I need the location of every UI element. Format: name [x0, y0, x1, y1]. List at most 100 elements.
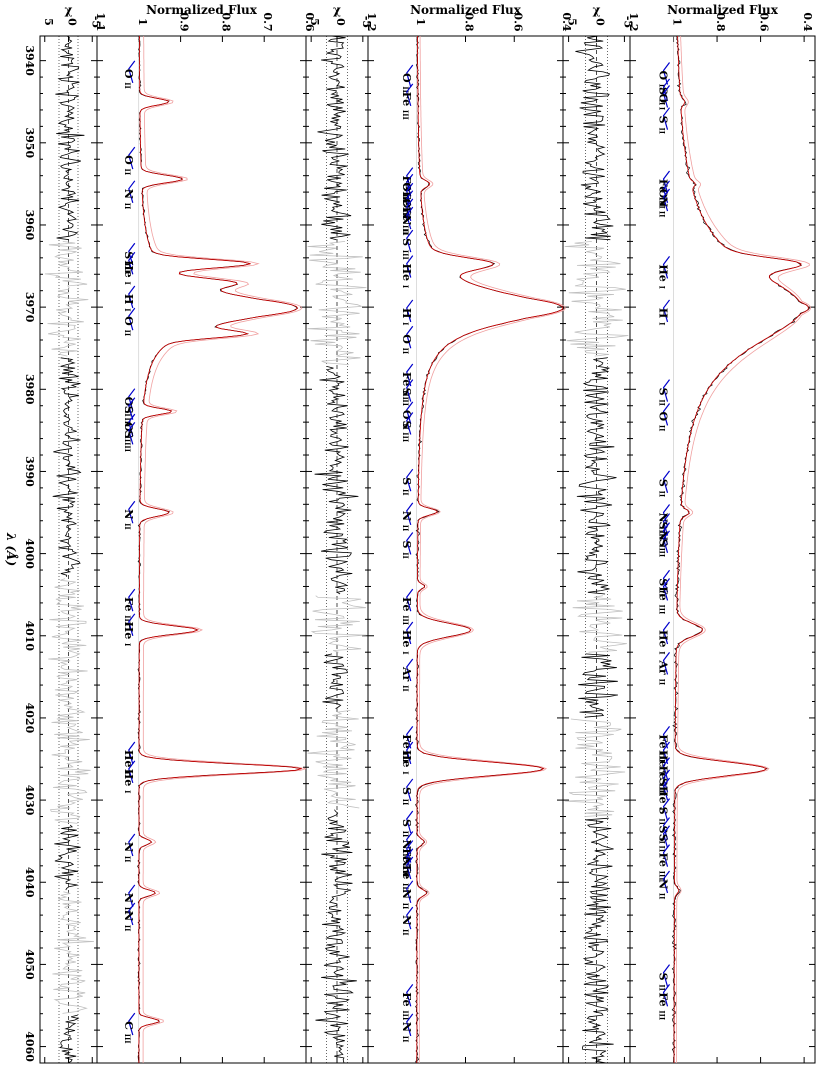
model-alt-series	[676, 35, 812, 1063]
value-tick-label: 1.1	[94, 12, 107, 31]
line-id-bracket	[662, 107, 671, 130]
value-tick-label: 1	[671, 18, 684, 26]
line-id-bracket	[406, 401, 414, 424]
line-id-label: Fe III	[400, 597, 413, 625]
line-id-label: S II	[400, 819, 413, 837]
line-id-label: Fe III	[657, 734, 670, 762]
line-id-bracket	[406, 229, 414, 253]
line-id-label: S III	[122, 430, 135, 452]
line-id-bracket	[662, 825, 671, 848]
line-id-bracket	[128, 613, 136, 636]
line-id-bracket	[128, 833, 136, 857]
line-id-label: N II	[122, 911, 135, 931]
line-id-bracket	[406, 182, 414, 206]
line-id-label: H I	[657, 308, 670, 326]
line-id-label: O II	[400, 410, 413, 430]
line-id-label: S II	[657, 539, 670, 557]
line-id-label: He I	[657, 750, 670, 775]
line-id-bracket	[662, 769, 671, 793]
residual-series	[52, 35, 85, 1064]
line-id-bracket	[406, 64, 414, 88]
line-id-label: S II	[657, 87, 670, 105]
line-id-label: N II	[400, 511, 413, 531]
line-id-label: Ar II	[657, 659, 670, 685]
line-id-bracket	[406, 83, 414, 107]
value-tick-label: 0.7	[261, 12, 274, 31]
line-id-label: N II	[122, 509, 135, 529]
wavelength-tick-label: 4020	[23, 703, 36, 734]
line-id-bracket	[662, 844, 671, 867]
residual-series	[575, 35, 618, 1064]
line-id-label: H I	[400, 308, 413, 326]
line-id-bracket	[662, 530, 671, 553]
value-tick-label: 0.6	[303, 12, 316, 31]
line-id-bracket	[128, 397, 136, 420]
line-id-bracket	[128, 884, 136, 908]
line-id-bracket	[406, 468, 414, 492]
line-id-bracket	[406, 983, 414, 1007]
line-id-bracket	[662, 621, 671, 645]
line-id-label: N II	[657, 197, 670, 217]
line-id-label: N II	[400, 1022, 413, 1042]
line-id-bracket	[662, 741, 671, 765]
line-id-label: He I	[400, 750, 413, 775]
line-id-label: O II	[400, 73, 413, 93]
wavelength-tick-label: 3990	[23, 456, 36, 487]
wavelength-tick-label: 4030	[23, 785, 36, 816]
value-tick-label: 0.8	[463, 12, 476, 31]
line-id-bracket	[406, 1013, 414, 1037]
line-id-bracket	[128, 1012, 136, 1036]
line-id-label: S III	[400, 238, 413, 260]
line-id-label: O II	[657, 71, 670, 91]
value-tick-label: 1	[414, 18, 427, 26]
value-tick-label: 0.6	[758, 12, 771, 31]
line-id-label: Fe III	[400, 176, 413, 204]
value-tick-label: 0	[594, 18, 607, 26]
line-id-bracket	[406, 206, 414, 230]
panel-frame	[367, 35, 564, 1064]
line-id-label: Fe III	[400, 992, 413, 1020]
line-id-label: Fe III	[657, 586, 670, 614]
line-id-label: O II	[122, 69, 135, 89]
value-tick-label: 1	[136, 18, 149, 26]
value-tick-label: 5	[566, 18, 579, 26]
line-id-label: He I	[122, 750, 135, 775]
line-id-label: He I	[657, 786, 670, 811]
line-id-label: Fe III	[400, 372, 413, 400]
value-tick-label: 1.2	[627, 12, 640, 31]
line-id-label: S III	[122, 406, 135, 428]
line-id-label: N II	[657, 879, 670, 899]
value-tick-label: 0.8	[714, 12, 727, 31]
line-id-label: Fe III	[657, 992, 670, 1020]
line-id-bracket	[406, 658, 414, 682]
panel-p3-flux: 0.6 0.7 0.8 0.9 1 1.1 Normalized Flux O II O II N…	[94, 3, 316, 1064]
value-tick-label: 5	[42, 18, 55, 26]
line-id-label: O II	[657, 411, 670, 431]
line-id-bracket	[662, 188, 671, 212]
wavelength-tick-label: 3950	[23, 127, 36, 158]
value-tick-label: -5	[89, 16, 102, 28]
value-tick-label: -5	[621, 16, 634, 28]
line-id-bracket	[128, 285, 136, 309]
line-id-label: S III	[400, 421, 413, 443]
line-id-bracket	[128, 251, 136, 275]
line-id-bracket	[128, 242, 136, 266]
line-id-bracket	[662, 569, 671, 593]
line-id-label: O II	[400, 334, 413, 354]
value-tick-label: 0.4	[560, 12, 573, 31]
line-id-bracket	[406, 588, 414, 612]
line-id-bracket	[406, 412, 414, 435]
line-id-label: S II	[657, 479, 670, 497]
line-id-bracket	[662, 513, 671, 536]
line-id-bracket	[662, 983, 671, 1007]
line-id-label: He I	[122, 260, 135, 285]
wavelength-tick-label: 3980	[23, 374, 36, 405]
line-id-label: He I	[400, 630, 413, 655]
line-id-label: O II	[122, 316, 135, 336]
line-id-bracket	[128, 422, 136, 445]
line-id-bracket	[128, 741, 136, 765]
line-id-label: N II	[400, 915, 413, 935]
model-series	[673, 35, 809, 1063]
line-id-label: He I	[122, 769, 135, 794]
